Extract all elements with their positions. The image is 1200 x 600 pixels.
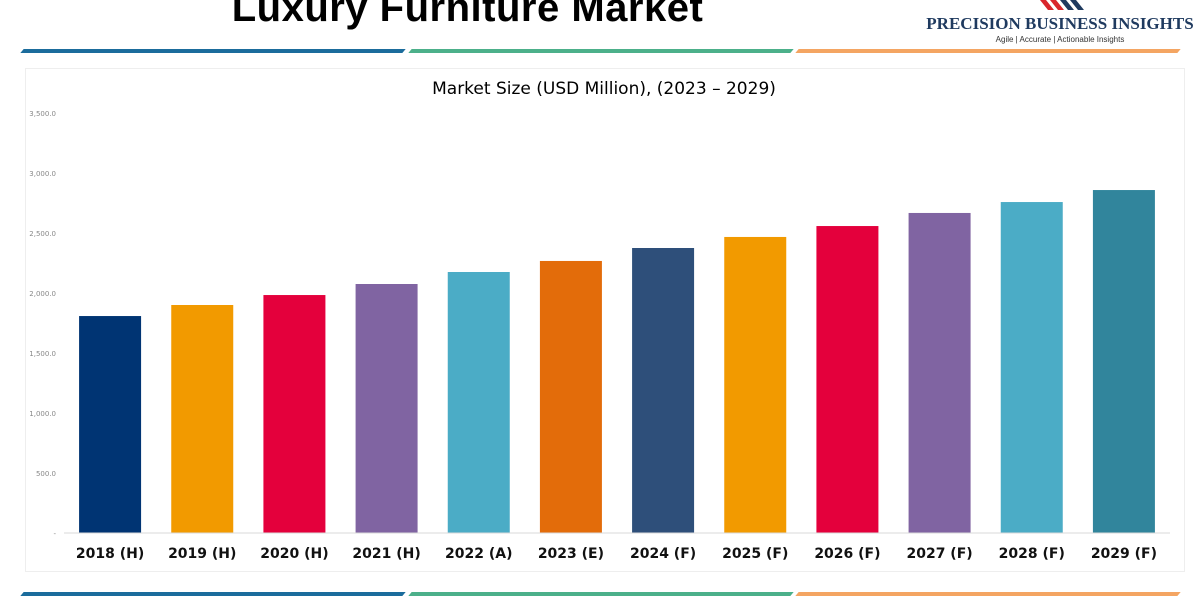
x-tick-label: 2026 (F) [814, 546, 880, 562]
logo-mark-icon [1040, 0, 1084, 10]
bar-2023-e [539, 260, 602, 533]
logo-name: PRECISION BUSINESS INSIGHTS [926, 14, 1194, 33]
bar-2020-h [263, 295, 326, 533]
logo: PRECISION BUSINESS INSIGHTS Agile | Accu… [925, 0, 1195, 46]
bar-2022-a [447, 272, 510, 533]
bar-2024-f [632, 248, 695, 533]
footer-rule-orange [795, 592, 1181, 596]
y-tick-label: 1,000.0 [29, 410, 56, 418]
x-tick-label: 2029 (F) [1091, 546, 1157, 562]
bar-2028-f [1000, 202, 1063, 534]
footer-rule-green [408, 592, 794, 596]
x-tick-label: 2021 (H) [352, 546, 420, 562]
y-tick-label: - [53, 530, 56, 538]
y-tick-label: 3,000.0 [29, 170, 56, 178]
x-tick-label: 2024 (F) [630, 546, 696, 562]
bar-2029-f [1092, 190, 1155, 534]
bar-2027-f [908, 212, 971, 533]
y-tick-label: 2,000.0 [29, 290, 56, 298]
bar-2025-f [724, 236, 787, 533]
x-tick-label: 2022 (A) [445, 546, 512, 562]
y-tick-label: 2,500.0 [29, 230, 56, 238]
chart-title: Market Size (USD Million), (2023 – 2029) [432, 79, 776, 99]
x-tick-label: 2023 (E) [538, 546, 604, 562]
x-tick-label: 2025 (F) [722, 546, 788, 562]
x-tick-label: 2027 (F) [906, 546, 972, 562]
bar-2018-h [79, 316, 142, 533]
x-tick-label: 2028 (F) [999, 546, 1065, 562]
x-tick-label: 2020 (H) [260, 546, 328, 562]
y-tick-label: 1,500.0 [29, 350, 56, 358]
bar-2021-h [355, 284, 418, 533]
bar-2026-f [816, 226, 879, 534]
y-tick-label: 500.0 [36, 470, 56, 478]
logo-tagline: Agile | Accurate | Actionable Insights [995, 35, 1125, 44]
y-tick-label: 3,500.0 [29, 110, 56, 118]
chart-container [25, 68, 1185, 572]
x-tick-label: 2019 (H) [168, 546, 236, 562]
page-title: Luxury Furniture Market [231, 0, 704, 30]
footer-rule-blue [20, 592, 406, 596]
x-tick-label: 2018 (H) [76, 546, 144, 562]
bar-2019-h [171, 305, 234, 533]
